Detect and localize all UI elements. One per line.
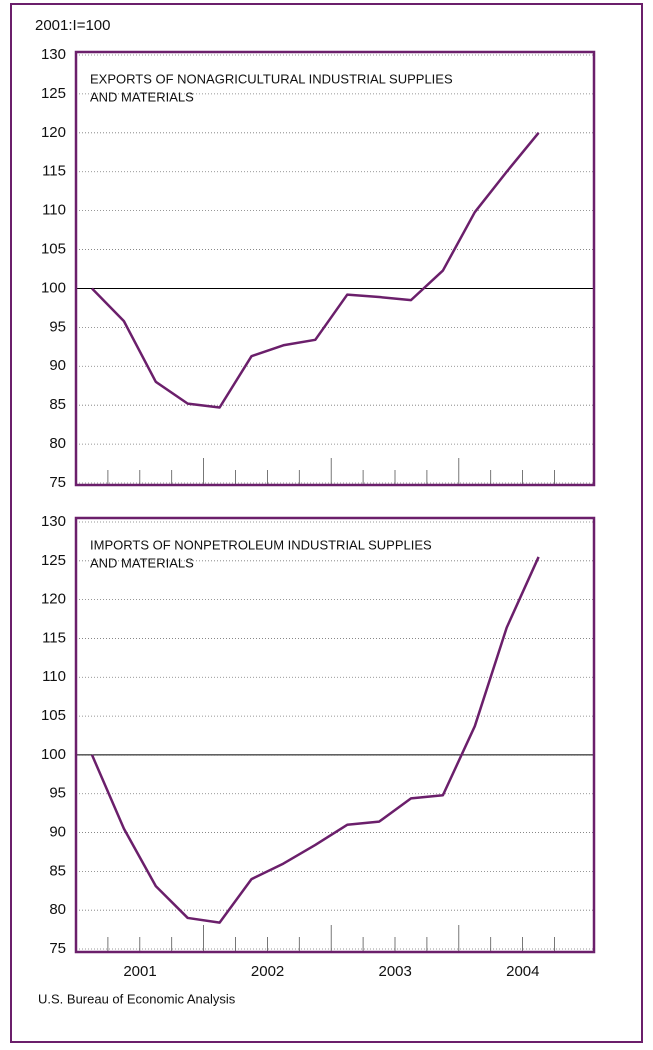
- y-tick-label: 125: [41, 552, 66, 569]
- y-tick-label: 80: [49, 435, 66, 452]
- y-tick-label: 105: [41, 707, 66, 724]
- y-tick-label: 115: [42, 163, 66, 180]
- unit-label: 2001:I=100: [35, 17, 111, 34]
- y-tick-label: 80: [49, 901, 66, 918]
- panel-frame: [74, 516, 596, 954]
- y-tick-label: 75: [49, 474, 66, 491]
- y-tick-label: 85: [49, 862, 66, 879]
- x-tick-label: 2004: [506, 963, 539, 980]
- y-tick-label: 125: [41, 85, 66, 102]
- y-tick-label: 105: [41, 241, 66, 258]
- y-tick-label: 95: [49, 318, 66, 335]
- y-tick-label: 85: [49, 396, 66, 413]
- y-tick-label: 90: [49, 357, 66, 374]
- panel-title: AND MATERIALS: [90, 555, 194, 570]
- panel-title: IMPORTS OF NONPETROLEUM INDUSTRIAL SUPPL…: [90, 537, 432, 552]
- y-tick-label: 130: [41, 513, 66, 530]
- data-line: [91, 132, 540, 409]
- x-tick-label: 2003: [379, 963, 412, 980]
- panel-title: EXPORTS OF NONAGRICULTURAL INDUSTRIAL SU…: [90, 71, 453, 86]
- y-tick-label: 115: [42, 629, 66, 646]
- y-tick-label: 100: [41, 279, 66, 296]
- x-tick-label: 2002: [251, 963, 284, 980]
- panel-title: AND MATERIALS: [90, 89, 194, 104]
- data-line: [90, 556, 540, 924]
- y-tick-label: 90: [49, 824, 66, 841]
- outer-frame: [10, 3, 643, 1043]
- y-tick-label: 110: [42, 668, 66, 685]
- y-tick-label: 95: [49, 785, 66, 802]
- y-tick-label: 75: [49, 940, 66, 957]
- y-tick-label: 120: [41, 591, 66, 608]
- y-tick-label: 130: [41, 46, 66, 63]
- y-tick-label: 110: [42, 202, 66, 219]
- panel-frame: [74, 50, 596, 487]
- source: U.S. Bureau of Economic Analysis: [38, 991, 236, 1006]
- y-tick-label: 120: [41, 124, 66, 141]
- x-tick-label: 2001: [123, 963, 156, 980]
- y-tick-label: 100: [41, 746, 66, 763]
